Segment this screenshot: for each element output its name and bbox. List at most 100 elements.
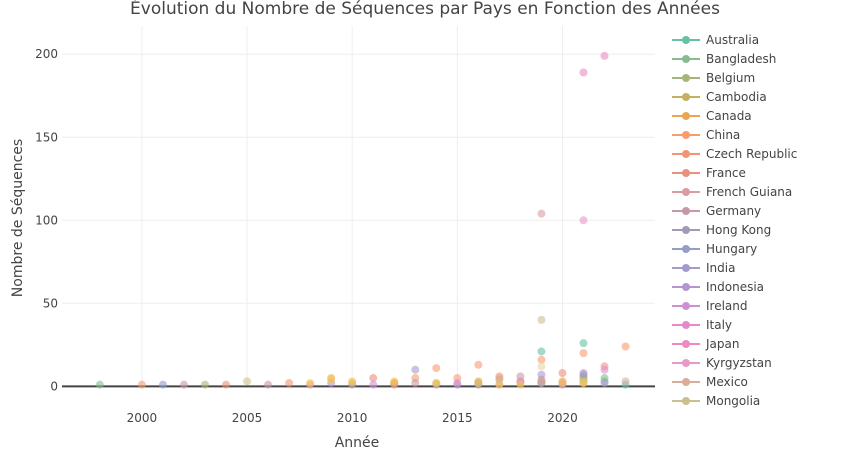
legend-label: Mexico [706, 375, 748, 389]
y-tick-label: 100 [35, 213, 58, 227]
data-point [600, 379, 609, 388]
data-point [243, 377, 252, 386]
legend-label: Japan [705, 337, 739, 351]
data-point [579, 216, 588, 225]
data-point [579, 68, 588, 77]
y-tick-label: 200 [35, 47, 58, 61]
legend-item[interactable]: France [672, 166, 746, 180]
legend-marker [682, 226, 690, 234]
legend-item[interactable]: Belgium [672, 71, 755, 85]
data-point [222, 380, 231, 389]
data-point [411, 379, 420, 388]
legend-item[interactable]: Germany [672, 204, 761, 218]
legend-item[interactable]: Indonesia [672, 280, 764, 294]
data-point [537, 209, 546, 218]
legend-marker [682, 283, 690, 291]
data-point [411, 365, 420, 374]
data-point [200, 380, 209, 389]
data-point [537, 370, 546, 379]
legend-marker [682, 131, 690, 139]
legend-label: Germany [706, 204, 761, 218]
data-point [537, 347, 546, 356]
legend-label: Hong Kong [706, 223, 771, 237]
legend-item[interactable]: Mongolia [672, 394, 760, 408]
y-tick-label: 150 [35, 130, 58, 144]
legend-marker [682, 93, 690, 101]
data-point [579, 339, 588, 348]
legend-label: Mongolia [706, 394, 760, 408]
legend-marker [682, 150, 690, 158]
legend-label: French Guiana [706, 185, 792, 199]
legend-item[interactable]: French Guiana [672, 185, 792, 199]
data-point [558, 379, 567, 388]
legend-label: India [706, 261, 735, 275]
legend-marker [682, 340, 690, 348]
y-tick-label: 0 [50, 379, 58, 393]
legend-label: Hungary [706, 242, 757, 256]
legend-label: France [706, 166, 746, 180]
data-point [179, 380, 188, 389]
data-point [516, 380, 525, 389]
data-point [474, 379, 483, 388]
legend-item[interactable]: Canada [672, 109, 752, 123]
legend-item[interactable]: China [672, 128, 740, 142]
data-point [453, 379, 462, 388]
data-point [600, 51, 609, 60]
legend-item[interactable]: Hungary [672, 242, 757, 256]
data-point [285, 379, 294, 388]
legend-marker [682, 74, 690, 82]
data-point [474, 360, 483, 369]
legend-item[interactable]: Ireland [672, 299, 748, 313]
data-point [579, 349, 588, 358]
x-axis-label: Année [335, 435, 380, 450]
data-point [158, 380, 167, 389]
legend-label: Czech Republic [706, 147, 797, 161]
legend-label: Italy [706, 318, 732, 332]
data-point [264, 380, 273, 389]
legend-marker [682, 55, 690, 63]
legend-label: Bangladesh [706, 52, 776, 66]
data-point [432, 364, 441, 373]
data-point [95, 380, 104, 389]
legend-marker [682, 112, 690, 120]
grid [62, 26, 655, 388]
legend-item[interactable]: Italy [672, 318, 732, 332]
data-point [579, 369, 588, 378]
legend-marker [682, 264, 690, 272]
legend-item[interactable]: Kyrgyzstan [672, 356, 772, 370]
legend-item[interactable]: Japan [672, 337, 739, 351]
legend-marker [682, 397, 690, 405]
legend-marker [682, 302, 690, 310]
data-point [348, 377, 357, 386]
y-axis-label: Nombre de Séquences [10, 139, 26, 297]
data-point [369, 374, 378, 383]
data-point [432, 379, 441, 388]
data-point [306, 379, 315, 388]
data-point [327, 375, 336, 384]
legend-item[interactable]: Australia [672, 33, 759, 47]
legend-item[interactable]: Hong Kong [672, 223, 771, 237]
legend-marker [682, 245, 690, 253]
legend-marker [682, 378, 690, 386]
data-point [600, 365, 609, 374]
data-point [558, 369, 567, 378]
x-tick-label: 2015 [442, 411, 473, 425]
y-tick-label: 50 [43, 296, 58, 310]
legend-label: China [706, 128, 740, 142]
data-points [95, 51, 630, 389]
legend-item[interactable]: Czech Republic [672, 147, 797, 161]
legend-marker [682, 207, 690, 215]
legend-marker [682, 188, 690, 196]
legend[interactable]: Australia Bangladesh Belgium Cambodia Canada… [672, 33, 797, 408]
legend-item[interactable]: Cambodia [672, 90, 767, 104]
legend-label: Ireland [706, 299, 748, 313]
legend-item[interactable]: Bangladesh [672, 52, 776, 66]
data-point [621, 377, 630, 386]
data-point [495, 374, 504, 383]
legend-label: Belgium [706, 71, 755, 85]
legend-item[interactable]: Mexico [672, 375, 748, 389]
legend-label: Canada [706, 109, 752, 123]
legend-marker [682, 359, 690, 367]
x-tick-label: 2005 [232, 411, 263, 425]
legend-item[interactable]: India [672, 261, 735, 275]
